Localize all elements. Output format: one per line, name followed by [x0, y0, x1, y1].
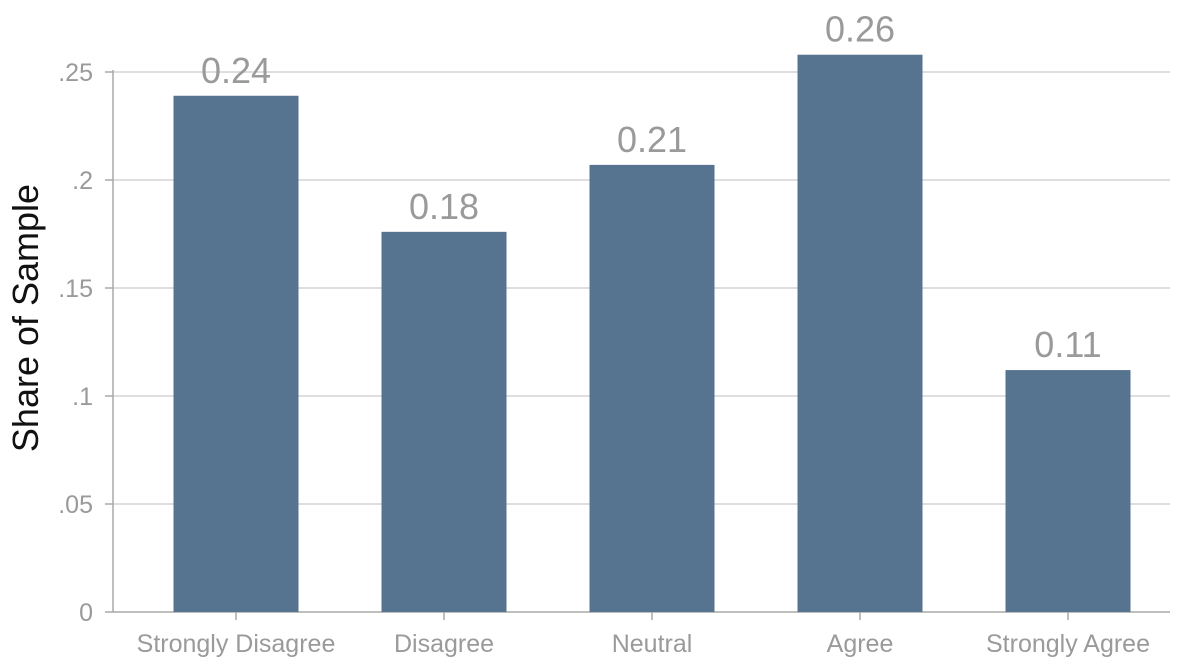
- y-axis-title: Share of Sample: [5, 184, 46, 452]
- bar-value-label: 0.24: [201, 50, 271, 91]
- bar-value-label: 0.18: [409, 186, 479, 227]
- x-tick-label: Disagree: [394, 630, 494, 658]
- bar-value-label: 0.26: [825, 9, 895, 50]
- axes: 0 .05 .1 .15 .2 .25 Strongly Disagree Disagree N…: [58, 59, 1170, 658]
- bar: [381, 231, 507, 612]
- bar: [173, 95, 299, 612]
- bar: [797, 54, 923, 613]
- y-tick-label: .1: [72, 383, 93, 411]
- bar: [1005, 370, 1131, 612]
- data-labels: 0.24 0.18 0.21 0.26 0.11: [201, 9, 1102, 365]
- bar-value-label: 0.11: [1034, 324, 1101, 365]
- x-tick-label: Strongly Agree: [986, 630, 1150, 658]
- y-tick-label: 0: [79, 599, 93, 627]
- bar-value-label: 0.21: [617, 119, 687, 160]
- bars: [173, 54, 1131, 613]
- y-tick-label: .2: [72, 167, 93, 195]
- y-tick-label: .25: [58, 59, 93, 87]
- y-tick-label: .05: [58, 491, 93, 519]
- x-tick-label: Agree: [827, 630, 894, 658]
- y-tick-label: .15: [58, 275, 93, 303]
- bar: [589, 164, 715, 612]
- x-tick-label: Neutral: [612, 630, 693, 658]
- x-tick-label: Strongly Disagree: [137, 630, 336, 658]
